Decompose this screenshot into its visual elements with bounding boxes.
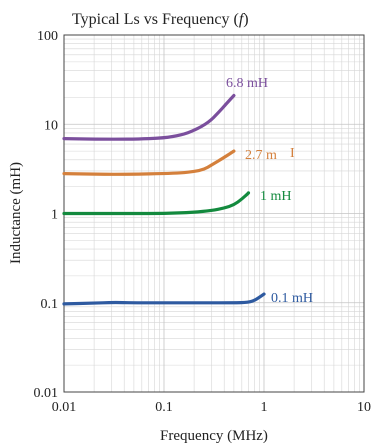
chart-title: Typical Ls vs Frequency (f)	[72, 11, 249, 28]
chart-title-close: )	[243, 11, 248, 28]
y-tick-label: 0.1	[41, 297, 59, 312]
x-tick-label: 1	[261, 400, 268, 415]
series-line-3	[62, 191, 251, 216]
y-tick-label: 10	[44, 118, 58, 133]
x-tick-labels: 0.01 0.1 1 10	[52, 400, 371, 415]
series-label-4: 0.1 mH	[271, 291, 313, 306]
x-tick-label: 0.1	[155, 400, 173, 415]
series-line-4	[62, 292, 266, 306]
chart-title-variable: f	[239, 11, 246, 28]
y-axis-label: Inductance (mH)	[8, 162, 24, 264]
y-tick-label: 1	[51, 208, 58, 223]
annotation-mark: I	[290, 146, 295, 161]
y-tick-label: 100	[37, 29, 58, 44]
x-axis-label: Frequency (MHz)	[160, 428, 268, 444]
chart-title-main: Typical Ls vs Frequency (	[72, 11, 239, 28]
x-tick-label: 10	[357, 400, 371, 415]
series-line-2	[62, 149, 236, 176]
series-label-2: 2.7 m	[245, 148, 277, 163]
series-label-3: 1 mH	[260, 189, 292, 204]
x-tick-label: 0.01	[52, 400, 77, 415]
y-tick-labels: 0.01 0.1 1 10 100	[34, 29, 59, 401]
y-tick-label: 0.01	[34, 386, 59, 401]
series-line-1	[62, 93, 236, 141]
series-label-1: 6.8 mH	[226, 76, 268, 91]
series-layer: 6.8 mH 2.7 m 1 mH 0.1 mH	[62, 76, 313, 306]
